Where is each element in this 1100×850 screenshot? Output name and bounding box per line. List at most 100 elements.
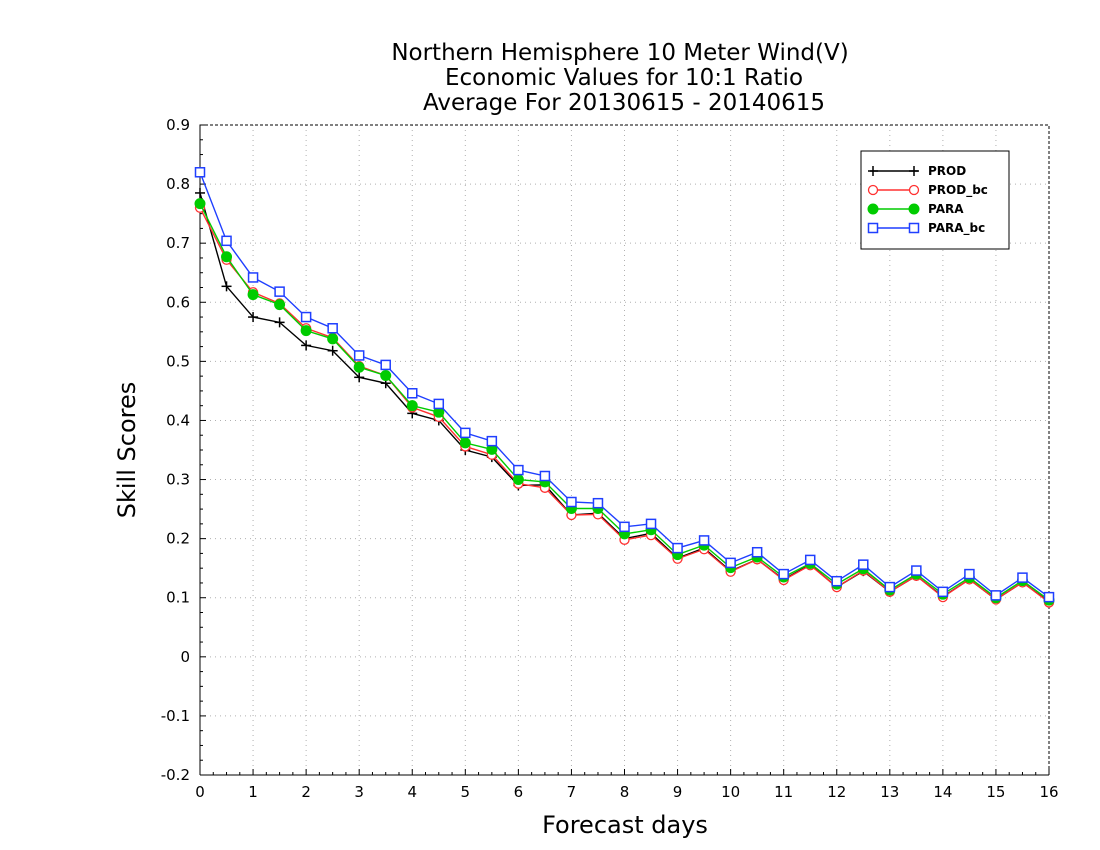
y-tick-label: 0.5 <box>166 352 190 370</box>
data-point <box>327 333 339 345</box>
data-point <box>301 340 312 351</box>
data-point <box>592 497 604 509</box>
data-point <box>672 542 683 554</box>
x-tick-label: 2 <box>301 783 311 801</box>
legend-entry: PARA_bc <box>867 221 985 236</box>
chart-title-line-1: Northern Hemisphere 10 Meter Wind(V) <box>391 40 848 66</box>
data-point <box>354 372 365 383</box>
legend: PROD PROD_bc PARA PARA_bc <box>860 150 1010 250</box>
y-tick-label: 0.6 <box>166 293 190 311</box>
data-point <box>353 350 365 361</box>
x-tick-label: 12 <box>827 783 846 801</box>
data-point <box>964 568 975 580</box>
legend-entry: PROD_bc <box>867 183 988 198</box>
data-point <box>195 187 205 198</box>
data-point <box>380 370 392 382</box>
x-tick-label: 8 <box>620 783 630 801</box>
legend-marker <box>908 222 920 234</box>
data-point <box>937 586 949 598</box>
x-tick-label: 0 <box>195 783 205 801</box>
legend-label: PARA <box>928 202 964 216</box>
data-point <box>460 427 471 439</box>
x-tick-label: 4 <box>407 783 417 801</box>
legend-marker <box>909 166 919 176</box>
series-para-bc <box>194 167 1055 603</box>
data-point <box>698 535 710 546</box>
data-point <box>884 581 896 593</box>
legend-marker <box>867 184 879 196</box>
data-point <box>486 435 498 447</box>
chart-title: Northern Hemisphere 10 Meter Wind(V) Eco… <box>391 40 848 116</box>
data-point <box>433 398 445 410</box>
data-point <box>566 496 577 508</box>
data-point <box>1017 572 1028 583</box>
x-tick-label: 6 <box>514 783 524 801</box>
legend-marker <box>868 166 878 176</box>
legend-marker <box>908 184 920 196</box>
data-point <box>221 281 232 292</box>
legend-marker <box>908 203 920 215</box>
data-point <box>274 286 285 297</box>
legend-label: PARA_bc <box>928 221 985 236</box>
data-point <box>831 575 842 587</box>
legend-marker <box>867 222 879 234</box>
data-point <box>194 198 206 210</box>
x-tick-label: 7 <box>567 783 577 801</box>
data-point <box>327 345 338 356</box>
data-point <box>725 557 736 569</box>
legend-label: PROD_bc <box>928 183 988 198</box>
legend-box <box>860 150 1010 250</box>
data-series <box>194 167 1055 608</box>
x-tick-label: 1 <box>248 783 258 801</box>
data-point <box>247 289 259 301</box>
data-point <box>380 359 391 371</box>
data-point <box>406 400 418 412</box>
data-point <box>300 311 312 323</box>
x-tick-label: 11 <box>774 783 793 801</box>
legend-marker <box>867 203 879 215</box>
data-point <box>911 565 922 576</box>
y-axis-title: Skill Scores <box>113 382 141 519</box>
data-point <box>804 554 816 566</box>
y-tick-label: 0 <box>180 648 190 666</box>
data-point <box>274 317 285 328</box>
data-point <box>247 272 259 283</box>
data-point <box>327 323 338 334</box>
x-tick-label: 13 <box>880 783 899 801</box>
chart-title-line-2: Economic Values for 10:1 Ratio <box>445 65 803 91</box>
chart-title-line-3: Average For 20130615 - 20140615 <box>423 90 825 116</box>
y-tick-label: 0.9 <box>166 116 190 134</box>
y-tick-label: 0.1 <box>166 589 190 607</box>
data-point <box>221 251 233 263</box>
x-tick-label: 15 <box>986 783 1005 801</box>
data-point <box>778 568 789 580</box>
data-point <box>858 559 869 570</box>
data-point <box>751 546 763 558</box>
x-axis-title: Forecast days <box>542 811 708 839</box>
grid-lines <box>200 125 1049 775</box>
y-tick-label: 0.7 <box>166 234 190 252</box>
data-point <box>513 464 524 476</box>
y-tick-label: 0.8 <box>166 175 190 193</box>
y-axis-ticks: -0.2 -0.1 0 0.1 0.2 0.3 0.4 0.5 0.6 0.7 0.8 0.9 <box>161 116 206 784</box>
x-tick-label: 9 <box>673 783 683 801</box>
data-point <box>274 299 286 311</box>
data-point <box>645 518 657 530</box>
y-tick-label: 0.3 <box>166 471 190 489</box>
data-point <box>353 361 365 373</box>
y-tick-label: -0.2 <box>161 766 190 784</box>
data-point <box>221 235 232 247</box>
data-point <box>300 325 312 337</box>
legend-entry: PARA <box>867 202 964 216</box>
data-point <box>619 521 630 533</box>
y-tick-label: 0.2 <box>166 530 190 548</box>
x-tick-label: 14 <box>933 783 952 801</box>
data-point <box>407 388 418 399</box>
data-point <box>194 167 206 178</box>
x-axis-ticks: 0 1 2 3 4 5 6 7 8 9 10 11 12 13 14 15 16 <box>195 769 1059 801</box>
x-tick-label: 5 <box>461 783 471 801</box>
y-tick-label: 0.4 <box>166 411 190 429</box>
data-point <box>539 470 551 482</box>
data-point <box>990 590 1002 601</box>
